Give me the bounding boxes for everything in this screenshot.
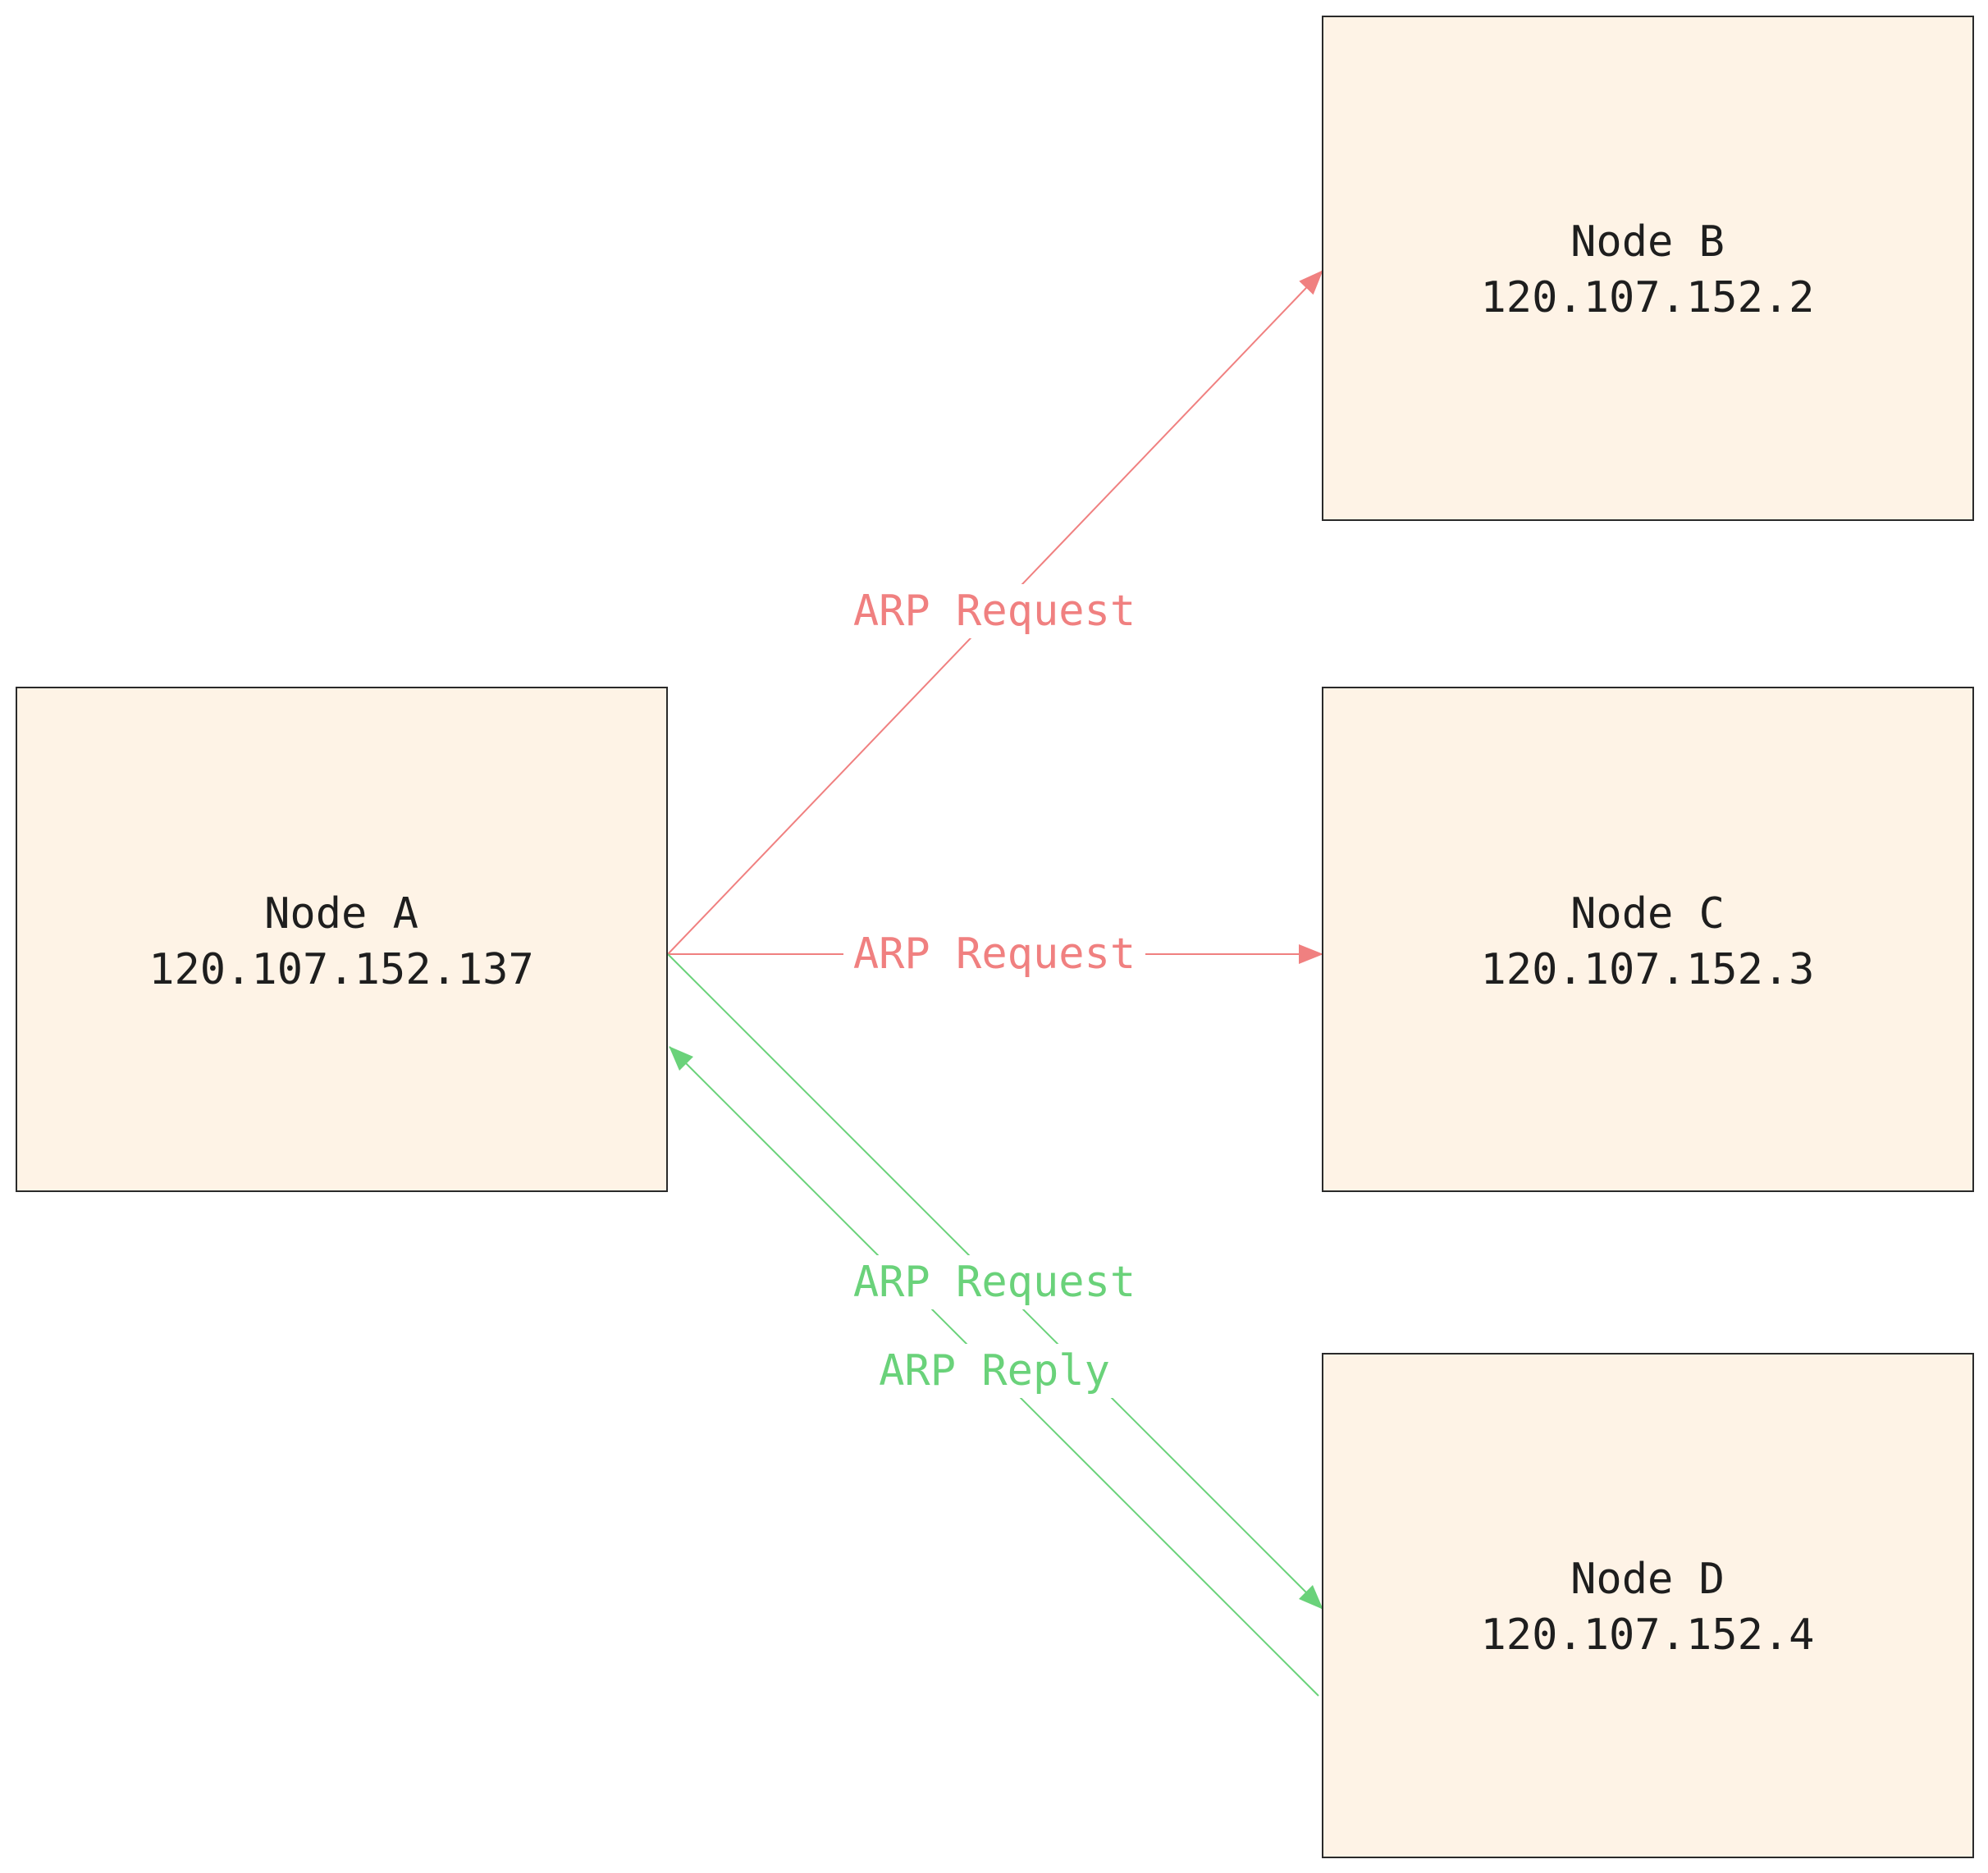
- node-a-ip: 120.107.152.137: [149, 945, 534, 994]
- edge-d-to-a-label-text: ARP Reply: [879, 1346, 1110, 1396]
- node-b[interactable]: Node B 120.107.152.2: [1322, 16, 1974, 521]
- node-d-name: Node D: [1570, 1555, 1725, 1604]
- node-c[interactable]: Node C 120.107.152.3: [1322, 687, 1974, 1192]
- node-d[interactable]: Node D 120.107.152.4: [1322, 1353, 1974, 1858]
- edge-d-to-a-label: ARP Reply: [870, 1344, 1119, 1398]
- edge-a-to-b-label: ARP Request: [843, 584, 1145, 638]
- edge-d-to-a-label-bg: [870, 1344, 1119, 1398]
- edge-a-to-c-label: ARP Request: [843, 928, 1145, 982]
- edge-a-to-c-label-bg: [843, 928, 1145, 982]
- node-a-name: Node A: [264, 889, 418, 939]
- edge-a-to-d-label-text: ARP Request: [853, 1258, 1136, 1307]
- node-c-box: [1322, 687, 1974, 1192]
- edge-a-to-b-label-bg: [843, 584, 1145, 638]
- edge-a-to-d-label-bg: [843, 1255, 1145, 1309]
- edge-a-to-b-label-text: ARP Request: [853, 587, 1136, 636]
- node-d-ip: 120.107.152.4: [1481, 1610, 1815, 1660]
- node-a[interactable]: Node A 120.107.152.137: [16, 687, 668, 1192]
- edge-a-to-c-label-text: ARP Request: [853, 930, 1136, 979]
- node-b-box: [1322, 16, 1974, 521]
- edge-a-to-d-label: ARP Request: [843, 1255, 1145, 1309]
- node-d-box: [1322, 1353, 1974, 1858]
- node-b-name: Node B: [1570, 217, 1725, 267]
- node-b-ip: 120.107.152.2: [1481, 273, 1815, 322]
- node-a-box: [16, 687, 668, 1192]
- node-c-name: Node C: [1570, 889, 1725, 939]
- node-c-ip: 120.107.152.3: [1481, 945, 1815, 994]
